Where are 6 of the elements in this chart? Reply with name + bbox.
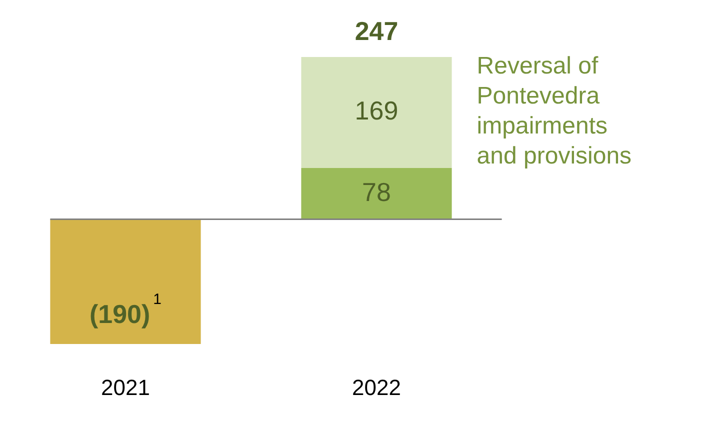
total-label: 247 bbox=[354, 16, 398, 46]
x-tick-label: 2021 bbox=[101, 374, 150, 400]
data-label: 78 bbox=[362, 176, 391, 207]
data-label: 169 bbox=[354, 96, 398, 126]
x-tick-label: 2022 bbox=[352, 374, 401, 400]
series-label: Reversal of Pontevedra impairments and provisions bbox=[476, 52, 632, 170]
